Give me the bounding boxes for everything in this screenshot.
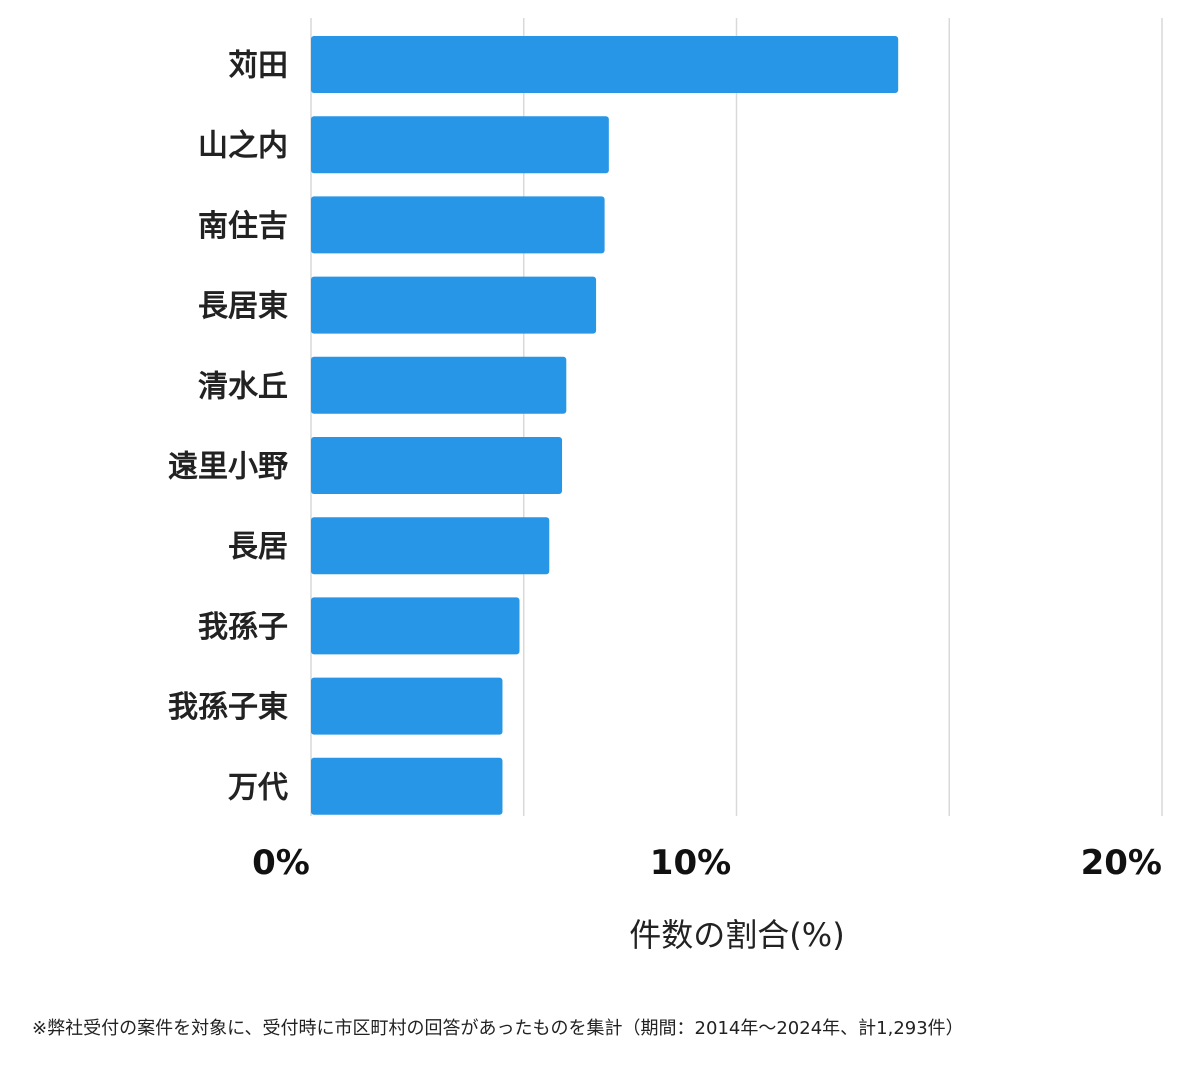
bars — [311, 36, 899, 815]
footnote: ※弊社受付の案件を対象に、受付時に市区町村の回答があったものを集計（期間：201… — [32, 1018, 964, 1039]
category-label: 万代 — [228, 770, 288, 805]
bar — [311, 36, 899, 93]
x-tick-label: 20% — [1081, 843, 1162, 883]
x-axis-title: 件数の割合(%) — [629, 916, 844, 954]
bar — [311, 196, 605, 254]
x-tick-labels: 0% 10% 20% — [252, 843, 1162, 883]
category-label: 遠里小野 — [168, 450, 288, 485]
category-label: 清水丘 — [198, 369, 288, 404]
x-tick-label: 10% — [650, 843, 731, 883]
category-label: 長居東 — [198, 289, 288, 324]
bar — [311, 356, 567, 414]
bar — [311, 116, 609, 174]
category-label: 苅田 — [228, 49, 288, 84]
bar — [311, 437, 563, 494]
bar — [311, 677, 503, 735]
bar — [311, 517, 550, 575]
category-label: 我孫子 — [198, 610, 288, 645]
bar — [311, 757, 503, 815]
bar — [311, 276, 597, 334]
category-label: 我孫子東 — [168, 690, 288, 725]
bar — [311, 597, 520, 655]
category-label: 山之内 — [198, 129, 288, 164]
x-tick-label: 0% — [252, 843, 310, 883]
category-label: 南住吉 — [198, 209, 288, 244]
category-label: 長居 — [228, 530, 288, 565]
